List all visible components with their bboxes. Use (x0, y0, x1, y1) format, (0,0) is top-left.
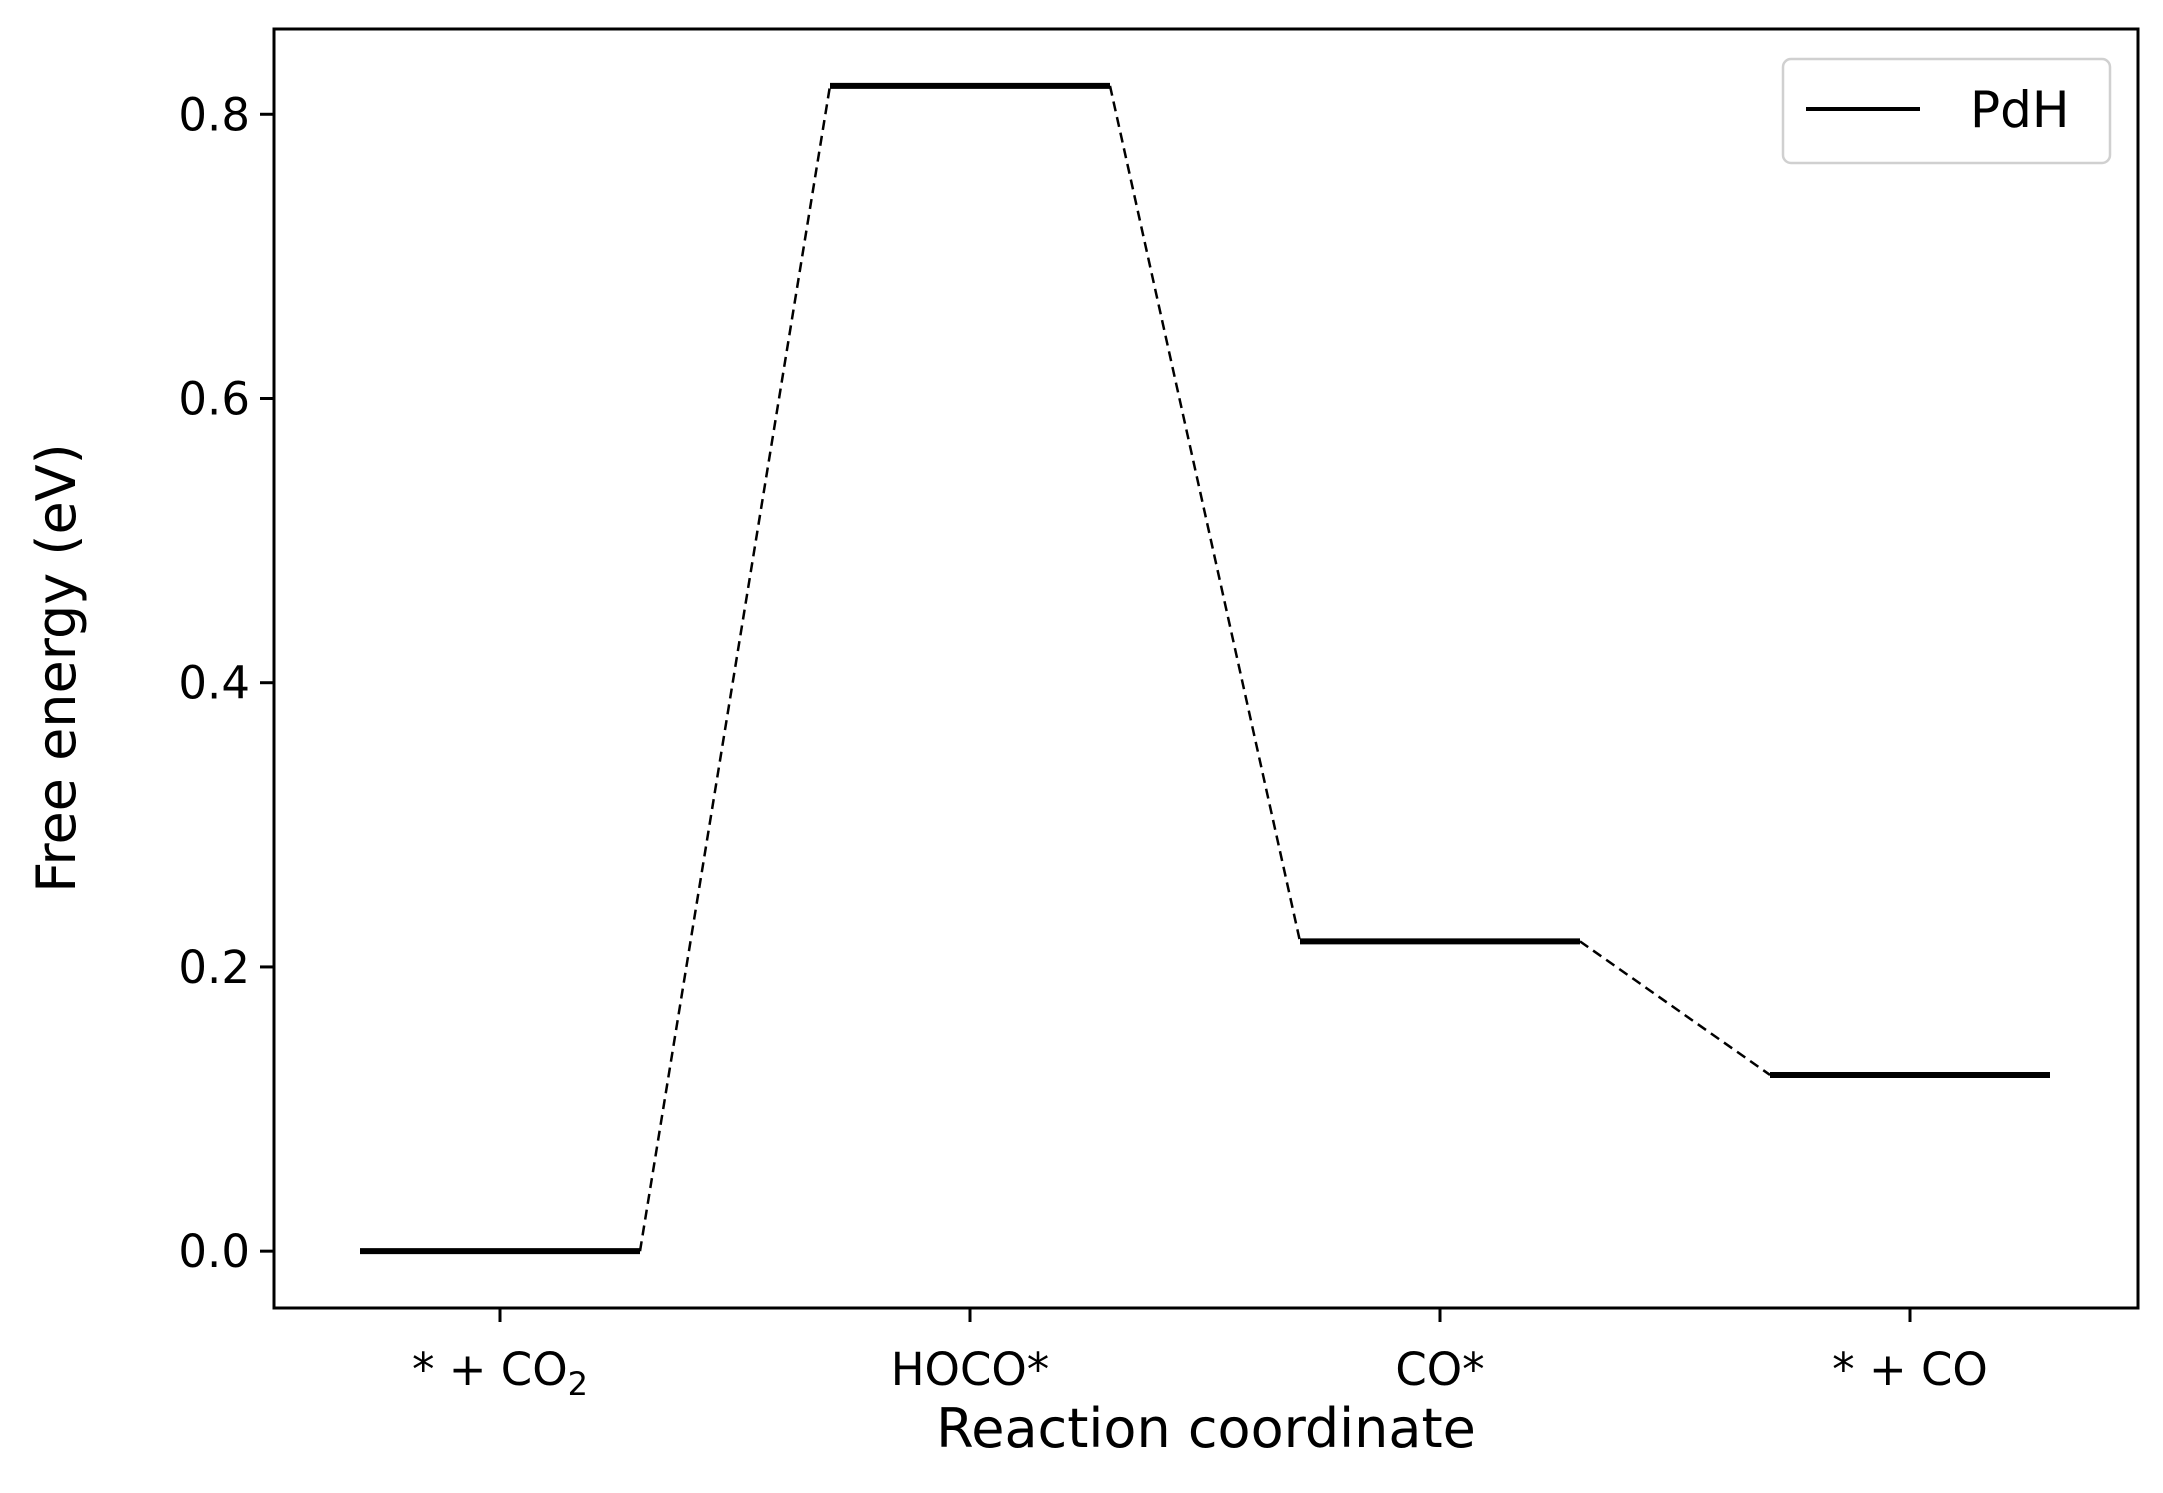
connector-2-3 (1579, 940, 1771, 1076)
legend-box (1781, 57, 2112, 165)
y-tick-label: 0.0 (178, 1225, 250, 1278)
legend: PdH (1781, 57, 2112, 165)
y-tick-group: 0.0 0.2 0.4 0.6 0.8 (178, 88, 274, 1278)
x-tick-label: HOCO* (891, 1343, 1050, 1396)
x-tick-group: * + CO2 HOCO* CO* * + CO (412, 1308, 1988, 1403)
x-axis-label: Reaction coordinate (936, 1397, 1476, 1460)
y-tick-label: 0.6 (178, 372, 250, 425)
x-tick-label: * + CO2 (412, 1343, 588, 1403)
legend-label-pdh: PdH (1970, 81, 2070, 139)
connector-group (638, 85, 1771, 1252)
y-tick-label: 0.8 (178, 88, 250, 141)
level-group (360, 82, 2050, 1255)
y-tick-label: 0.4 (178, 657, 250, 710)
x-tick-label: * + CO (1832, 1343, 1988, 1396)
connector-0-1 (638, 85, 832, 1252)
y-axis-label: Free energy (eV) (25, 443, 88, 892)
connector-1-2 (1108, 85, 1302, 942)
x-tick-label: CO* (1395, 1343, 1484, 1396)
y-tick-label: 0.2 (178, 941, 250, 994)
plot-area-frame (272, 27, 2140, 1310)
